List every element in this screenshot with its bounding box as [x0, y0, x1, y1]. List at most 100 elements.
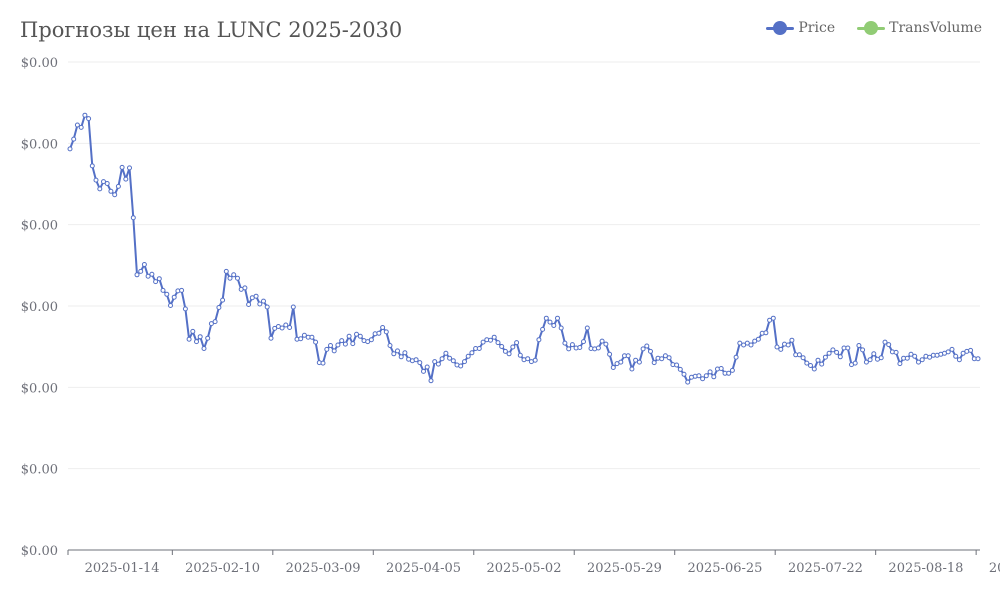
price-point: [945, 349, 951, 355]
price-point: [543, 315, 549, 321]
x-tick-label: 2025-02-10: [185, 561, 260, 576]
price-point: [599, 338, 605, 344]
price-point: [197, 334, 203, 340]
price-point: [458, 363, 464, 369]
price-point: [205, 335, 211, 341]
price-point: [346, 333, 352, 339]
legend-item-price[interactable]: Price: [766, 20, 835, 36]
legend-swatch-transvolume-icon: [857, 21, 886, 35]
price-point: [194, 339, 199, 345]
price-point: [975, 356, 981, 362]
x-tick-label: 2025-06-25: [687, 561, 762, 576]
price-point: [837, 354, 843, 360]
price-point: [145, 273, 151, 279]
price-point: [97, 186, 103, 192]
price-point: [826, 350, 832, 356]
price-point: [227, 275, 233, 281]
price-point: [584, 325, 590, 331]
price-point: [778, 346, 784, 352]
price-point: [949, 346, 955, 352]
price-point: [93, 177, 99, 183]
price-point: [201, 346, 207, 351]
price-point: [551, 323, 557, 328]
price-point: [822, 354, 828, 360]
price-point: [182, 306, 188, 312]
price-point: [242, 285, 248, 291]
price-point: [707, 369, 713, 375]
price-point: [447, 355, 453, 361]
price-point: [566, 346, 572, 352]
price-point: [78, 124, 84, 130]
price-point: [755, 336, 761, 342]
price-point: [577, 345, 583, 350]
price-point: [179, 287, 185, 293]
price-point: [748, 342, 754, 348]
price-point: [223, 268, 229, 274]
y-tick-label: $0.00: [21, 56, 58, 71]
price-point: [834, 349, 840, 355]
price-point: [74, 122, 80, 128]
price-point: [368, 337, 374, 343]
price-point: [208, 321, 214, 327]
price-point: [648, 348, 653, 354]
price-point: [264, 304, 270, 310]
price-point: [581, 339, 586, 345]
legend-label-price: Price: [798, 20, 836, 36]
price-point: [640, 346, 646, 352]
price-point: [290, 304, 296, 310]
price-point: [413, 357, 419, 363]
y-tick-label: $0.00: [21, 137, 58, 152]
price-point: [246, 302, 252, 307]
price-point: [514, 340, 520, 346]
price-point: [770, 315, 776, 321]
price-point: [380, 325, 386, 330]
price-point: [536, 337, 542, 343]
price-point: [253, 293, 259, 299]
price-point: [916, 359, 921, 365]
price-point: [796, 352, 802, 358]
price-point: [540, 326, 546, 332]
y-tick-label: $0.00: [21, 463, 58, 478]
price-point: [603, 341, 609, 347]
price-point: [141, 262, 147, 267]
price-point: [220, 297, 226, 303]
price-point: [625, 353, 631, 359]
price-point: [301, 332, 307, 338]
x-axis: 2025-01-14 2025-02-10 2025-03-09 2025-04-05…: [67, 549, 1000, 576]
price-point: [763, 330, 769, 336]
price-point: [595, 345, 601, 351]
price-point: [186, 336, 192, 342]
price-point: [607, 351, 613, 357]
price-point: [741, 342, 747, 348]
price-point: [532, 357, 538, 363]
price-point: [342, 341, 348, 347]
legend-label-transvolume: TransVolume: [889, 20, 982, 36]
price-point: [112, 192, 118, 198]
price-point: [871, 351, 877, 357]
price-point: [313, 339, 319, 345]
price-point: [908, 351, 914, 357]
price-point: [830, 347, 836, 353]
price-point: [845, 345, 851, 351]
x-tick-label: 2025-01-14: [85, 561, 160, 576]
price-point: [153, 279, 159, 285]
grid-lines: [68, 61, 980, 470]
price-point: [357, 333, 363, 339]
price-point: [424, 364, 430, 370]
legend-item-transvolume[interactable]: TransVolume: [857, 20, 982, 36]
price-point: [800, 355, 806, 361]
price-point: [811, 366, 817, 372]
y-tick-label: $0.00: [21, 300, 58, 315]
price-point: [525, 356, 531, 362]
price-point: [860, 347, 866, 353]
price-point: [700, 376, 706, 382]
price-point: [666, 355, 672, 361]
price-point: [268, 335, 274, 341]
x-tick-label: 2025-05-29: [587, 561, 662, 576]
price-point: [767, 317, 773, 323]
price-point: [272, 325, 278, 331]
price-point: [867, 357, 873, 363]
price-point: [562, 340, 568, 346]
price-point: [71, 136, 77, 142]
price-point: [488, 337, 493, 343]
